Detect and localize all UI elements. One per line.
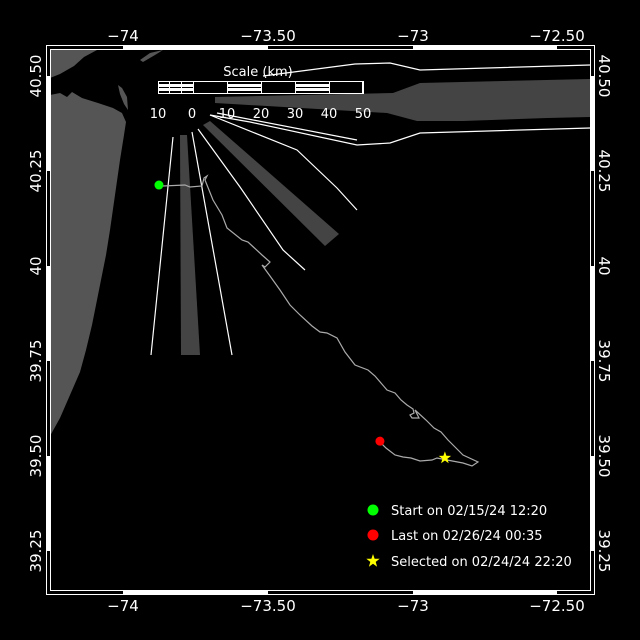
- selected-star-marker: [438, 451, 452, 464]
- lane-boundary-line: [262, 62, 591, 77]
- scale-cell-fill: [228, 84, 261, 87]
- legend-start: Start on 02/15/24 12:20: [391, 504, 547, 519]
- scale-title: Scale (km): [223, 65, 292, 80]
- left-lat-labels: 40.50 40.25 40 39.75 39.50 39.25: [27, 55, 45, 573]
- lane-area-east: [215, 79, 590, 121]
- lane-boundary-line: [216, 112, 358, 141]
- border-segment: [590, 456, 594, 551]
- scale-cell-fill: [170, 88, 181, 91]
- scale-label: 30: [287, 107, 304, 122]
- lon-label: −72.50: [529, 597, 585, 615]
- lat-label: 40.50: [595, 55, 613, 98]
- last-marker: [375, 436, 385, 446]
- scale-bar-outline: [158, 81, 363, 94]
- top-lon-labels: −74 −73.50 −73 −72.50: [107, 27, 585, 45]
- scale-label: 20: [253, 107, 270, 122]
- lon-label: −73.50: [240, 27, 296, 45]
- legend: Start on 02/15/24 12:20 Last on 02/26/24…: [366, 504, 572, 570]
- scale-label: 10: [150, 107, 167, 122]
- lat-label: 39.50: [595, 435, 613, 478]
- frame-outer: [46, 45, 595, 595]
- border-segment: [590, 76, 594, 171]
- red-circle-icon: [367, 529, 379, 541]
- scale-cell: [158, 81, 170, 94]
- lane-area-south: [180, 135, 200, 355]
- lane-area-southeast: [203, 121, 339, 246]
- scale-label: 50: [355, 107, 372, 122]
- lat-label: 39.50: [27, 435, 45, 478]
- lon-label: −74: [107, 597, 139, 615]
- scale-label: 0: [188, 107, 196, 122]
- scale-cell: [295, 81, 330, 94]
- border-segment: [47, 266, 51, 361]
- lat-label: 40.50: [27, 55, 45, 98]
- border-segment: [123, 590, 268, 594]
- shipping-lane-areas: [180, 79, 590, 355]
- scale-cell-fill: [159, 88, 169, 91]
- scale-cell: [329, 81, 364, 94]
- land-area: [50, 92, 126, 436]
- border-segment: [413, 590, 557, 594]
- border-segment: [47, 456, 51, 551]
- green-circle-icon: [367, 504, 379, 516]
- legend-selected: Selected on 02/24/24 22:20: [391, 555, 572, 570]
- shipping-lane-boundaries: [150, 62, 591, 356]
- border-segment: [47, 76, 51, 171]
- scale-cell: [261, 81, 296, 94]
- lane-boundary-line: [197, 128, 306, 271]
- lon-label: −73: [397, 597, 429, 615]
- scale-cell: [169, 81, 182, 94]
- map-frame: [46, 45, 595, 595]
- legend-last: Last on 02/26/24 00:35: [391, 529, 543, 544]
- glider-track: [158, 174, 480, 467]
- scale-label: 40: [321, 107, 338, 122]
- lon-label: −73: [397, 27, 429, 45]
- lane-boundary-line: [150, 136, 174, 356]
- lat-label: 39.25: [595, 530, 613, 573]
- scale-cell-fill: [159, 84, 169, 87]
- border-segment: [413, 46, 557, 50]
- bottom-lon-labels: −74 −73.50 −73 −72.50: [107, 597, 585, 615]
- scale-label: 10: [219, 107, 236, 122]
- scale-cell-fill: [296, 88, 329, 91]
- right-lat-labels: 40.50 40.25 40 39.75 39.50 39.25: [595, 55, 613, 573]
- scale-cell-fill: [296, 84, 329, 87]
- scale-cell-fill: [182, 88, 193, 91]
- scale-cell: [193, 81, 228, 94]
- scale-cell-fill: [228, 88, 261, 91]
- lat-label: 39.25: [27, 530, 45, 573]
- track-line: [158, 174, 480, 467]
- lat-label: 40.25: [595, 150, 613, 193]
- land-area: [140, 50, 163, 62]
- lane-boundary-line: [209, 114, 358, 211]
- border-segment: [590, 266, 594, 361]
- lat-label: 40: [27, 256, 45, 275]
- lon-label: −74: [107, 27, 139, 45]
- lat-label: 40: [595, 256, 613, 275]
- lat-label: 39.75: [595, 340, 613, 383]
- scale-cell-fill: [182, 84, 193, 87]
- border-segment: [123, 46, 268, 50]
- yellow-star-icon: [366, 554, 380, 567]
- land-coastline: [50, 50, 163, 436]
- scale-cell-fill: [170, 84, 181, 87]
- scale-bar-cells: [158, 81, 364, 94]
- lon-label: −72.50: [529, 27, 585, 45]
- lat-label: 39.75: [27, 340, 45, 383]
- start-marker: [154, 180, 164, 190]
- scale-cell: [181, 81, 194, 94]
- lon-label: −73.50: [240, 597, 296, 615]
- land-area: [118, 85, 128, 110]
- scale-bar: Scale (km) 10 0 10 20 30 40 50: [150, 65, 372, 122]
- lane-boundary-line: [209, 114, 591, 146]
- land-area: [50, 50, 97, 78]
- lat-label: 40.25: [27, 150, 45, 193]
- lane-boundary-line: [191, 131, 233, 356]
- scale-cell: [227, 81, 262, 94]
